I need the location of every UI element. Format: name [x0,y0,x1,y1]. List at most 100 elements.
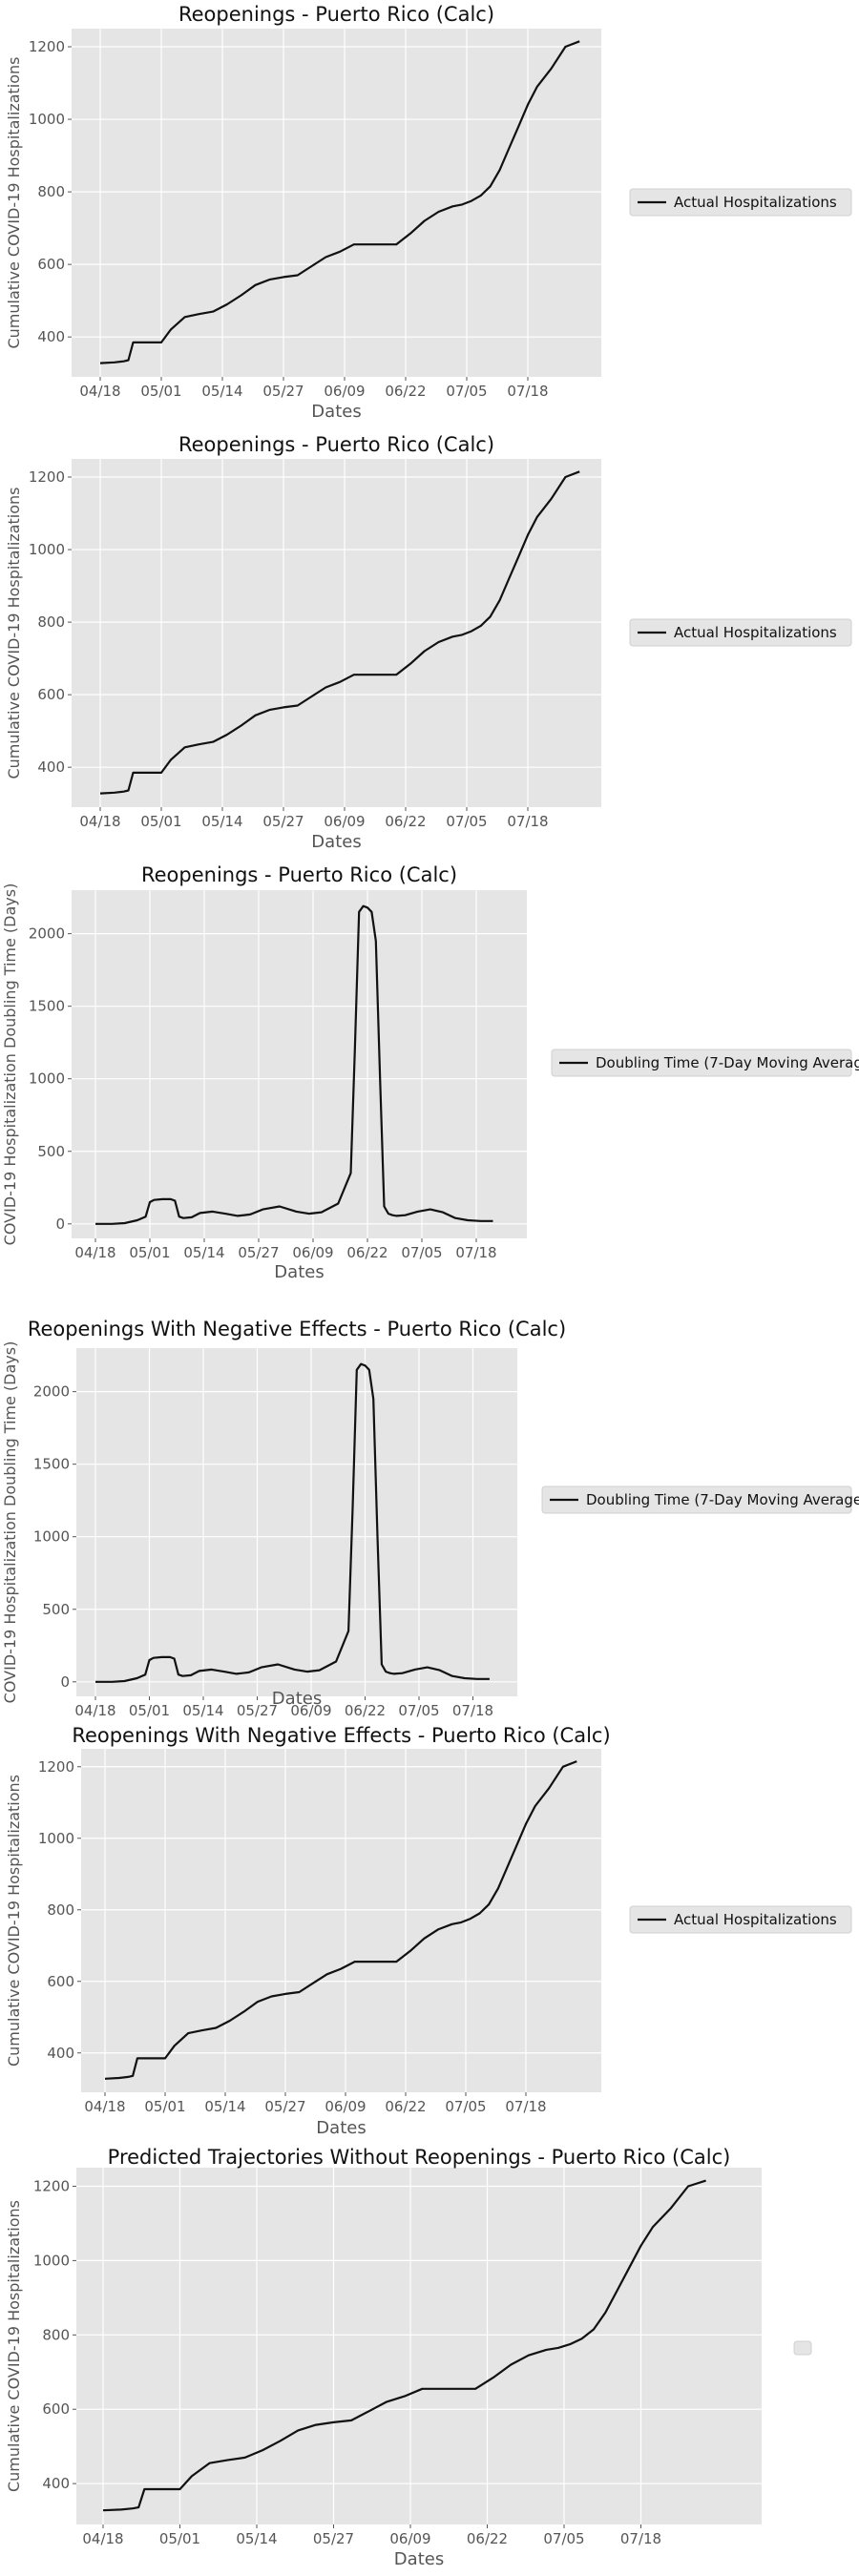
x-axis-label: Dates [274,1262,324,1282]
legend-label: Actual Hospitalizations [674,624,837,641]
legend-label: Doubling Time (7-Day Moving Average) [586,1491,859,1508]
x-tick-label: 06/09 [290,1702,331,1719]
x-tick-label: 05/14 [182,1702,223,1719]
legend: Doubling Time (7-Day Moving Average) [551,1049,859,1077]
legend-box [629,618,852,647]
y-axis-label: Cumulative COVID-19 Hospitalizations [5,487,23,779]
x-tick-label: 06/22 [385,2098,426,2115]
y-tick-label: 1500 [33,1456,70,1473]
legend-box [629,188,852,217]
y-tick-label: 2000 [29,925,65,943]
chart-5: Reopenings With Negative Effects - Puert… [5,1724,852,2138]
y-tick-label: 800 [47,1901,74,1919]
x-tick-label: 07/05 [445,2098,486,2115]
legend-label: Actual Hospitalizations [674,1911,837,1928]
legend: Actual Hospitalizations [629,618,852,647]
plot-area [72,890,527,1238]
y-axis-label: COVID-19 Hospitalization Doubling Time (… [1,1341,19,1704]
chart-title: Reopenings - Puerto Rico (Calc) [178,433,494,456]
series-line [95,1362,490,1683]
x-tick-label: 05/27 [262,813,304,830]
y-tick-label: 500 [42,1601,70,1618]
x-tick-label: 05/27 [237,1702,278,1719]
x-tick-label: 06/09 [325,2098,366,2115]
y-tick-label: 600 [42,2400,70,2418]
x-tick-label: 06/09 [389,2530,430,2547]
y-tick-label: 1000 [29,1070,65,1088]
legend [793,2340,812,2356]
x-tick-label: 05/14 [204,2098,245,2115]
x-tick-label: 04/18 [74,1702,115,1719]
x-tick-label: 06/09 [324,383,365,400]
x-tick-label: 05/01 [129,1702,170,1719]
y-tick-label: 800 [37,183,65,200]
y-tick-label: 600 [37,686,65,703]
x-tick-label: 07/18 [452,1702,493,1719]
legend-box [541,1485,852,1514]
chart-title: Predicted Trajectories Without Reopening… [108,2146,731,2169]
x-tick-label: 06/22 [385,813,426,830]
x-tick-label: 07/05 [446,813,487,830]
x-tick-label: 07/05 [543,2530,584,2547]
series-line [99,470,580,795]
series-line [104,1760,577,2080]
x-tick-label: 05/01 [140,813,181,830]
chart-2: Reopenings - Puerto Rico (Calc) 04/18 05/0… [5,433,852,852]
y-axis-label: COVID-19 Hospitalization Doubling Time (… [1,883,19,1246]
x-tick-label: 05/14 [201,383,242,400]
x-tick-label: 07/18 [507,383,548,400]
legend: Actual Hospitalizations [629,188,852,217]
y-axis-label: Cumulative COVID-19 Hospitalizations [5,2200,23,2492]
x-axis-label: Dates [311,402,361,422]
chart-title: Reopenings With Negative Effects - Puert… [72,1724,610,1747]
x-tick-label: 04/18 [82,2530,123,2547]
y-axis-label: Cumulative COVID-19 Hospitalizations [5,1775,23,2067]
x-tick-label: 06/22 [385,383,426,400]
y-tick-label: 600 [47,1973,74,1990]
series-line [95,904,493,1225]
legend-box [793,2340,812,2356]
legend: Doubling Time (7-Day Moving Average) [541,1485,859,1514]
y-tick-label: 400 [47,2045,74,2062]
x-tick-label: 04/18 [84,2098,125,2115]
x-tick-label: 07/18 [455,1244,496,1261]
y-tick-label: 800 [42,2326,70,2343]
plot-area [81,1749,601,2092]
plot-area [72,459,601,807]
x-tick-label: 04/18 [79,813,120,830]
chart-title: Reopenings - Puerto Rico (Calc) [141,863,457,886]
legend-label: Actual Hospitalizations [674,194,837,211]
chart-4: Reopenings With Negative Effects - Puert… [1,1318,859,1719]
y-tick-label: 400 [37,758,65,776]
x-tick-label: 05/01 [140,383,181,400]
x-tick-label: 05/27 [262,383,304,400]
x-tick-label: 06/09 [324,813,365,830]
y-tick-label: 1200 [29,468,65,486]
y-tick-label: 1000 [29,541,65,558]
series-line [99,40,580,364]
x-axis-label: Dates [311,832,361,852]
chart-1: Reopenings - Puerto Rico (Calc) 04/18 05/0… [5,3,852,422]
legend-box [629,1905,852,1934]
y-tick-label: 400 [42,2475,70,2492]
plot-area [72,29,601,377]
chart-title: Reopenings - Puerto Rico (Calc) [178,3,494,26]
chart-6: Predicted Trajectories Without Reopening… [5,2146,812,2569]
x-axis-label: Dates [316,2118,366,2138]
plot-area [76,2168,762,2524]
y-tick-label: 1200 [29,38,65,55]
y-tick-label: 1500 [29,998,65,1015]
plot-area [76,1348,517,1696]
y-tick-label: 600 [37,256,65,273]
y-tick-label: 1000 [33,1528,70,1546]
x-tick-label: 05/27 [264,2098,305,2115]
x-tick-label: 07/05 [398,1702,439,1719]
x-tick-label: 05/14 [236,2530,277,2547]
y-tick-label: 1000 [29,111,65,128]
x-tick-label: 05/01 [129,1244,170,1261]
x-tick-label: 06/09 [292,1244,333,1261]
x-tick-label: 05/27 [238,1244,279,1261]
y-tick-label: 0 [60,1673,70,1691]
x-axis-label: Dates [394,2549,444,2569]
x-tick-label: 05/14 [183,1244,224,1261]
